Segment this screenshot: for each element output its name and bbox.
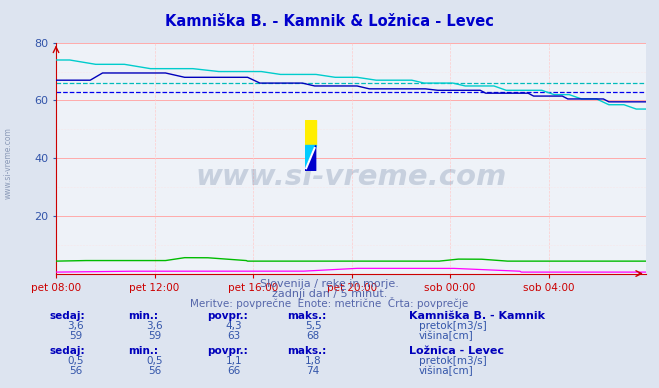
Text: Kamniška B. - Kamnik & Ložnica - Levec: Kamniška B. - Kamnik & Ložnica - Levec — [165, 14, 494, 29]
Text: 0,5: 0,5 — [67, 356, 84, 366]
Text: 63: 63 — [227, 331, 241, 341]
Text: 1,1: 1,1 — [225, 356, 243, 366]
Text: Slovenija / reke in morje.: Slovenija / reke in morje. — [260, 279, 399, 289]
Text: zadnji dan / 5 minut.: zadnji dan / 5 minut. — [272, 289, 387, 299]
Text: 66: 66 — [227, 366, 241, 376]
Text: 56: 56 — [69, 366, 82, 376]
Text: 59: 59 — [69, 331, 82, 341]
Text: sedaj:: sedaj: — [49, 346, 85, 356]
Text: 3,6: 3,6 — [67, 321, 84, 331]
Text: www.si-vreme.com: www.si-vreme.com — [4, 127, 13, 199]
Polygon shape — [305, 146, 316, 171]
Polygon shape — [305, 146, 316, 171]
Text: sedaj:: sedaj: — [49, 311, 85, 321]
Text: Meritve: povprečne  Enote: metrične  Črta: povprečje: Meritve: povprečne Enote: metrične Črta:… — [190, 297, 469, 309]
Text: povpr.:: povpr.: — [208, 346, 248, 356]
Text: 56: 56 — [148, 366, 161, 376]
Text: maks.:: maks.: — [287, 346, 326, 356]
Text: 0,5: 0,5 — [146, 356, 163, 366]
Text: pretok[m3/s]: pretok[m3/s] — [419, 356, 487, 366]
Bar — [305, 120, 316, 146]
Text: pretok[m3/s]: pretok[m3/s] — [419, 321, 487, 331]
Text: 3,6: 3,6 — [146, 321, 163, 331]
Text: višina[cm]: višina[cm] — [419, 365, 474, 376]
Text: 4,3: 4,3 — [225, 321, 243, 331]
Text: min.:: min.: — [129, 346, 159, 356]
Text: 59: 59 — [148, 331, 161, 341]
Text: povpr.:: povpr.: — [208, 311, 248, 321]
Text: maks.:: maks.: — [287, 311, 326, 321]
Text: 5,5: 5,5 — [304, 321, 322, 331]
Text: Kamniška B. - Kamnik: Kamniška B. - Kamnik — [409, 311, 544, 321]
Text: min.:: min.: — [129, 311, 159, 321]
Text: višina[cm]: višina[cm] — [419, 331, 474, 341]
Text: 1,8: 1,8 — [304, 356, 322, 366]
Text: 74: 74 — [306, 366, 320, 376]
Text: 68: 68 — [306, 331, 320, 341]
Text: www.si-vreme.com: www.si-vreme.com — [195, 163, 507, 191]
Text: Ložnica - Levec: Ložnica - Levec — [409, 346, 503, 356]
